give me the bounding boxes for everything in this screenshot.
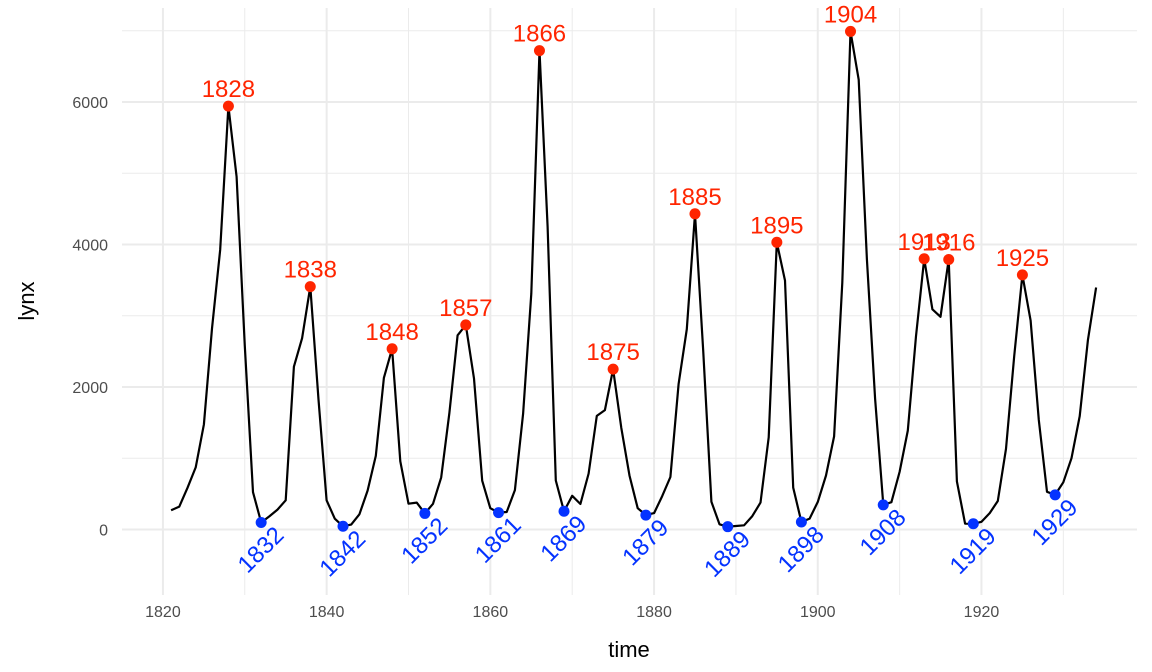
series-lines xyxy=(170,30,1098,528)
peak-point xyxy=(607,363,619,375)
minor-gridlines xyxy=(122,8,1137,595)
series-line xyxy=(170,30,1098,528)
trough-point xyxy=(337,520,349,532)
peak-point xyxy=(943,253,955,265)
y-axis-title: lynx xyxy=(14,281,39,320)
y-axis-tick-labels: 0 2000 4000 6000 xyxy=(72,95,108,539)
y-tick-label: 0 xyxy=(99,522,108,539)
x-axis-tick-labels: 1820 1840 1860 1880 1900 1920 xyxy=(145,604,999,621)
major-gridlines xyxy=(122,8,1137,595)
trough-point xyxy=(558,505,570,517)
peak-label: 1838 xyxy=(284,257,337,284)
x-tick-label: 1880 xyxy=(636,604,672,621)
peak-point xyxy=(460,319,472,331)
peak-label: 1828 xyxy=(202,76,255,103)
peak-label: 1848 xyxy=(365,319,418,346)
x-axis-title: time xyxy=(608,637,650,662)
x-tick-label: 1820 xyxy=(145,604,181,621)
peak-point xyxy=(533,45,545,57)
peak-label: 1904 xyxy=(824,1,877,28)
y-tick-label: 6000 xyxy=(72,95,108,112)
y-tick-label: 2000 xyxy=(72,380,108,397)
peak-point xyxy=(918,253,930,265)
trough-point xyxy=(795,516,807,528)
peak-point xyxy=(304,281,316,293)
peak-label: 1916 xyxy=(922,229,975,256)
x-tick-label: 1920 xyxy=(964,604,1000,621)
x-tick-label: 1840 xyxy=(309,604,345,621)
peak-label: 1885 xyxy=(668,184,721,211)
peak-label: 1866 xyxy=(513,21,566,48)
peak-label: 1895 xyxy=(750,212,803,239)
peak-point xyxy=(222,100,234,112)
peak-label: 1913 xyxy=(897,229,950,256)
trough-point xyxy=(640,509,652,521)
peak-label: 1857 xyxy=(439,295,492,322)
trough-point xyxy=(255,516,267,528)
trough-point xyxy=(967,518,979,530)
trough-point xyxy=(877,499,889,511)
trough-point xyxy=(722,521,734,533)
trough-point xyxy=(493,507,505,519)
peak-label: 1875 xyxy=(586,339,639,366)
peak-point xyxy=(689,208,701,220)
peak-point xyxy=(771,236,783,248)
trough-point xyxy=(419,507,431,519)
peak-point xyxy=(845,25,857,37)
x-tick-label: 1900 xyxy=(800,604,836,621)
y-tick-label: 4000 xyxy=(72,238,108,255)
peak-markers: 1828 1838 1848 1857 1866 1875 1885 1895 1904 1913… xyxy=(202,1,1049,375)
peak-point xyxy=(386,343,398,355)
x-tick-label: 1860 xyxy=(473,604,509,621)
peak-label: 1925 xyxy=(996,245,1049,272)
trough-point xyxy=(1049,489,1061,501)
peak-point xyxy=(1016,269,1028,281)
